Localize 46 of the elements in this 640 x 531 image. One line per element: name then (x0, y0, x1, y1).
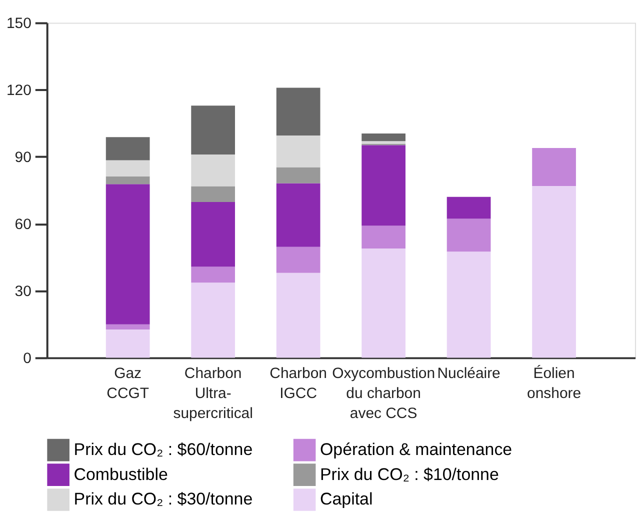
bar (106, 330, 150, 358)
bar (446, 252, 491, 358)
bar (276, 183, 320, 247)
bar (191, 186, 236, 202)
bar (106, 137, 150, 160)
legend-label: Prix du CO₂ : $30/tonne (74, 490, 253, 509)
y-tick-label: 90 (14, 149, 32, 166)
bar (276, 88, 320, 136)
bar (362, 141, 406, 144)
y-tick-label: 150 (6, 15, 32, 32)
y-tick-label: 30 (14, 283, 32, 300)
bar (532, 186, 576, 358)
bar (191, 282, 236, 358)
bar (362, 145, 406, 226)
bar (276, 272, 320, 358)
y-tick-label: 0 (23, 350, 32, 368)
x-tick-label: Gaz CCGT (106, 365, 149, 402)
y-tick-label: 60 (14, 216, 32, 234)
bar (446, 218, 491, 252)
legend-label: Opération & maintenance (320, 440, 512, 460)
bar (106, 160, 150, 176)
bar (106, 324, 150, 330)
bar (191, 106, 236, 154)
x-tick-label: Charbon Ultra- supercritical (173, 365, 253, 422)
legend-label: Prix du CO₂ : $60/tonne (74, 440, 253, 460)
legend-label: Prix du CO₂ : $10/tonne (320, 464, 499, 484)
x-tick-label: Charbon IGCC (270, 365, 327, 402)
bar (362, 226, 406, 248)
bar (191, 266, 236, 283)
bar (276, 246, 320, 273)
bar (276, 167, 320, 184)
bar (191, 154, 236, 186)
x-tick-label: Éolien onshore (527, 365, 582, 402)
bar (362, 133, 406, 142)
bar (362, 248, 406, 358)
bar (446, 196, 491, 219)
bar (106, 184, 150, 324)
x-tick-label: Oxycombustion du charbon avec CCS (332, 365, 436, 422)
bar (106, 176, 150, 184)
bar (532, 148, 576, 186)
legend-label: Combustible (74, 464, 168, 484)
bar (276, 136, 320, 168)
y-tick-label: 120 (6, 82, 32, 100)
x-tick-label: Nucléaire (437, 365, 500, 382)
bar (191, 202, 236, 267)
legend-label: Capital (320, 490, 373, 509)
